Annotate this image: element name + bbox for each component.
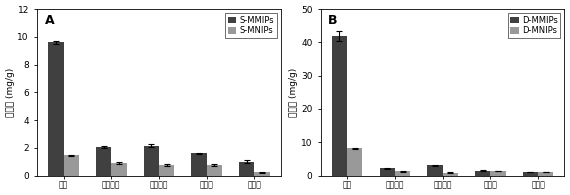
Bar <box>475 171 490 176</box>
Bar <box>63 155 79 176</box>
Legend: D-MMIPs, D-MNIPs: D-MMIPs, D-MNIPs <box>508 13 560 38</box>
Bar <box>159 165 174 176</box>
Bar <box>96 147 111 176</box>
Bar <box>192 153 207 176</box>
Bar <box>395 171 410 176</box>
Text: B: B <box>328 14 337 27</box>
Bar <box>380 168 395 176</box>
Bar <box>254 172 270 176</box>
Bar <box>207 165 222 176</box>
Bar <box>48 42 63 176</box>
Bar <box>144 146 159 176</box>
Bar <box>428 165 443 176</box>
Bar <box>347 148 363 176</box>
Bar <box>111 163 127 176</box>
Bar <box>332 36 347 176</box>
Bar <box>443 173 458 176</box>
Y-axis label: 吸附量 (mg/g): 吸附量 (mg/g) <box>6 68 15 117</box>
Legend: S-MMIPs, S-MNIPs: S-MMIPs, S-MNIPs <box>225 13 276 38</box>
Text: A: A <box>44 14 54 27</box>
Bar <box>523 172 538 176</box>
Bar <box>239 162 254 176</box>
Bar <box>490 171 506 176</box>
Y-axis label: 吸附量 (mg/g): 吸附量 (mg/g) <box>289 68 298 117</box>
Bar <box>538 172 553 176</box>
